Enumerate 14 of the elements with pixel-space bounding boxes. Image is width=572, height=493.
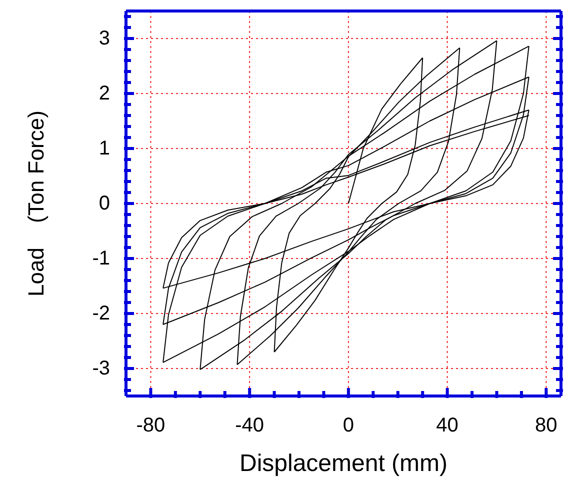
x-tick-label: -40 [235,414,264,437]
x-tick-label: 80 [535,414,558,437]
y-tick-label: 3 [98,28,110,50]
y-tick-label: -2 [92,302,110,324]
y-tick-label: -1 [92,248,110,270]
x-tick-label: -80 [136,414,166,437]
x-tick-label: 0 [342,414,354,437]
x-axis-title: Displacement (mm) [239,450,448,477]
y-tick-label: 0 [98,192,110,214]
y-tick-label: 2 [98,82,110,104]
y-tick-label: 1 [98,138,110,160]
x-tick-label: 40 [436,414,458,437]
y-axis-title: Load (Ton Force) [24,110,48,296]
y-tick-label: -3 [92,358,110,380]
